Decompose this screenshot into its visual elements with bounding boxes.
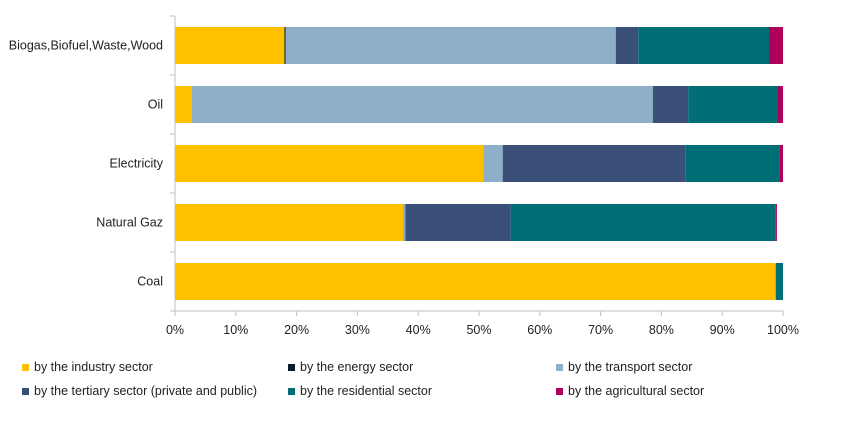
- legend-item: by the industry sector: [22, 360, 153, 374]
- legend-label: by the residential sector: [300, 384, 433, 398]
- x-tick-label: 90%: [710, 323, 735, 337]
- x-tick-label: 30%: [345, 323, 370, 337]
- category-label: Oil: [148, 98, 163, 112]
- legend-label: by the industry sector: [34, 360, 153, 374]
- bar-segment: [284, 27, 286, 64]
- bar-segment: [192, 86, 653, 123]
- category-label: Biogas,Biofuel,Waste,Wood: [9, 39, 163, 53]
- legend-item: by the agricultural sector: [556, 384, 704, 398]
- bar-segment: [510, 204, 776, 241]
- bar-segment: [175, 263, 776, 300]
- x-tick-label: 60%: [527, 323, 552, 337]
- bar-segment: [285, 27, 616, 64]
- bar-segment: [175, 27, 285, 64]
- bar-segment: [403, 204, 406, 241]
- axes-group: Biogas,Biofuel,Waste,Wood Oil Electricity N…: [9, 15, 799, 337]
- bar-segment: [775, 263, 783, 300]
- legend-swatch: [288, 363, 295, 371]
- legend-swatch: [22, 387, 29, 395]
- legend-swatch: [288, 387, 295, 395]
- legend-label: by the agricultural sector: [568, 384, 705, 398]
- x-tick-label: 50%: [466, 323, 491, 337]
- legend-item: by the transport sector: [556, 360, 692, 374]
- x-tick-label: 80%: [649, 323, 674, 337]
- stacked-bar-chart: Biogas,Biofuel,Waste,Wood Oil Electricity N…: [9, 15, 799, 337]
- x-tick-label: 40%: [406, 323, 431, 337]
- x-tick-label: 10%: [223, 323, 248, 337]
- bar-segment: [685, 145, 780, 182]
- bar-segment: [779, 145, 783, 182]
- x-tick-label: 100%: [767, 323, 799, 337]
- bar-segment: [175, 204, 403, 241]
- category-label: Coal: [137, 275, 163, 289]
- legend-item: by the tertiary sector (private and publ…: [22, 384, 257, 398]
- category-label: Natural Gaz: [96, 216, 163, 230]
- legend-label: by the energy sector: [300, 360, 414, 374]
- bar-segment: [769, 27, 783, 64]
- bar-segment: [615, 27, 639, 64]
- legend-label: by the tertiary sector (private and publ…: [34, 384, 258, 398]
- bar-segment: [777, 86, 783, 123]
- bar-segment: [175, 145, 484, 182]
- bar-segment: [483, 145, 503, 182]
- category-label: Electricity: [110, 157, 164, 171]
- legend-swatch: [556, 387, 563, 395]
- bar-segment: [652, 86, 689, 123]
- x-tick-label: 70%: [588, 323, 613, 337]
- legend-swatch: [22, 363, 29, 371]
- bar-segment: [175, 86, 193, 123]
- x-tick-label: 20%: [284, 323, 309, 337]
- bar-segment: [405, 204, 511, 241]
- legend-swatch: [556, 363, 563, 371]
- bars-group: [175, 27, 783, 300]
- bar-segment: [688, 86, 778, 123]
- bar-segment: [502, 145, 686, 182]
- legend-item: by the residential sector: [288, 384, 432, 398]
- bar-segment: [638, 27, 770, 64]
- legend-item: by the energy sector: [288, 360, 413, 374]
- bar-segment: [775, 204, 777, 241]
- legend-label: by the transport sector: [568, 360, 693, 374]
- x-tick-label: 0%: [166, 323, 184, 337]
